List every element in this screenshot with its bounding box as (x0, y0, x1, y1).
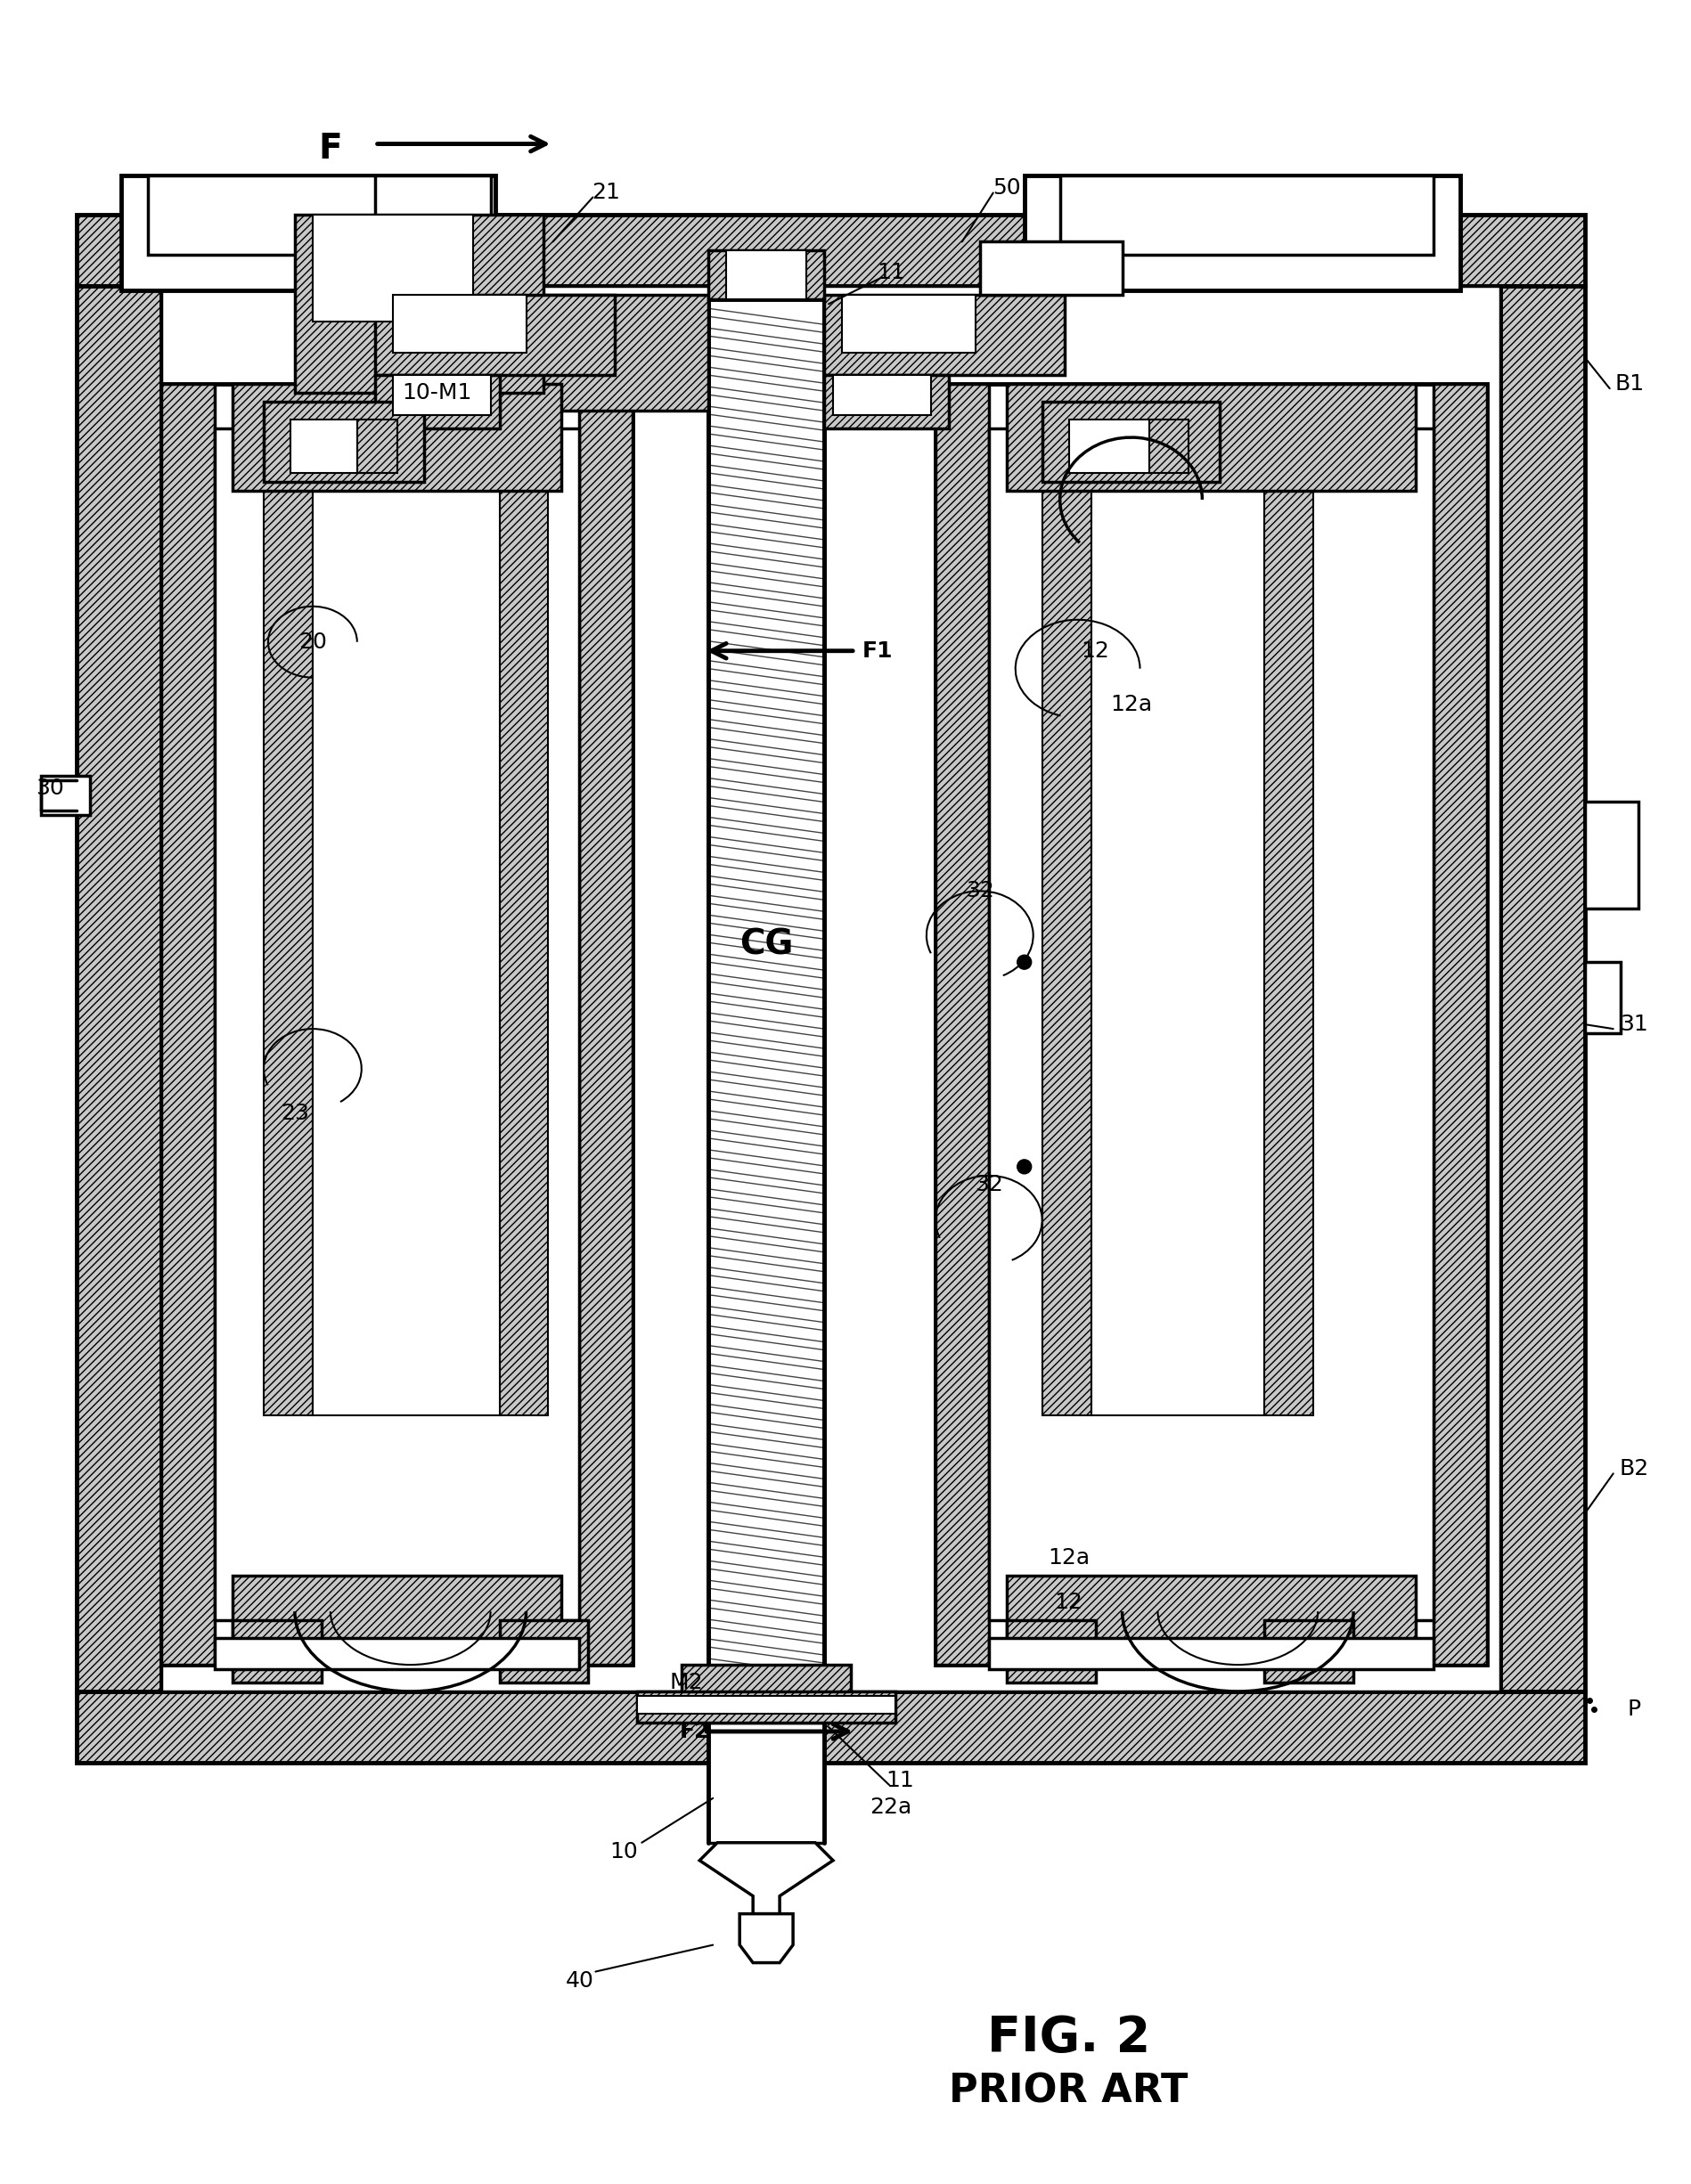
Bar (499, 474, 548, 1415)
Bar (832, 376, 930, 415)
Bar (375, 175, 490, 290)
Text: 10-M1: 10-M1 (402, 382, 472, 404)
Bar (1059, 175, 1432, 256)
Bar (76, 1690, 1584, 1762)
Text: F2: F2 (680, 1721, 710, 1743)
Bar (291, 419, 370, 474)
Bar (842, 295, 976, 354)
Bar (709, 251, 824, 299)
Bar (1042, 402, 1219, 483)
Polygon shape (739, 1913, 793, 1963)
Bar (375, 295, 616, 376)
Bar (1584, 963, 1620, 1033)
Text: 31: 31 (1618, 1013, 1647, 1035)
Text: 23: 23 (281, 1103, 309, 1125)
Text: 40: 40 (565, 1970, 594, 1992)
Bar (1263, 474, 1312, 1415)
Text: 32: 32 (966, 880, 994, 902)
Circle shape (1016, 1160, 1032, 1173)
Bar (215, 1638, 580, 1669)
Bar (935, 384, 988, 1664)
Bar (824, 376, 949, 428)
Bar (232, 1621, 321, 1682)
Bar (824, 295, 1064, 376)
Bar (294, 214, 543, 393)
Bar (313, 214, 472, 321)
Bar (232, 384, 561, 491)
Text: 12: 12 (1053, 1592, 1082, 1614)
Text: B1: B1 (1613, 373, 1644, 395)
Text: 21: 21 (592, 181, 621, 203)
Bar (988, 428, 1432, 1621)
Bar (1500, 286, 1584, 1690)
Bar (375, 376, 499, 428)
Bar (122, 175, 495, 290)
Bar (313, 474, 499, 1415)
Bar (638, 1690, 895, 1723)
Text: CG: CG (739, 928, 793, 961)
Bar (499, 1621, 588, 1682)
Bar (1091, 474, 1263, 1415)
Bar (1006, 1621, 1094, 1682)
Bar (161, 384, 215, 1664)
Bar (1584, 802, 1637, 909)
Bar (979, 242, 1121, 295)
Text: P: P (1627, 1699, 1640, 1721)
Bar (161, 286, 1500, 1690)
Bar (357, 419, 397, 474)
Bar (1069, 419, 1148, 474)
Bar (499, 295, 709, 411)
Text: F: F (318, 131, 342, 166)
Bar (232, 1577, 561, 1664)
Bar (1023, 175, 1459, 290)
Text: 30: 30 (36, 778, 64, 799)
Bar (580, 384, 632, 1664)
Text: B2: B2 (1618, 1459, 1647, 1481)
Text: 11: 11 (876, 262, 905, 284)
Bar (709, 1723, 824, 1843)
Text: 12: 12 (1081, 640, 1109, 662)
Text: 12a: 12a (1047, 1546, 1089, 1568)
Text: F1: F1 (862, 640, 893, 662)
Bar (1148, 419, 1189, 474)
Bar (638, 1697, 895, 1714)
Text: 10: 10 (609, 1841, 638, 1863)
Bar (1042, 474, 1091, 1415)
Bar (725, 251, 807, 299)
Text: 32: 32 (974, 1173, 1003, 1195)
Bar (76, 214, 1584, 286)
Bar (935, 384, 1486, 1664)
Text: PRIOR ART: PRIOR ART (949, 2073, 1187, 2110)
Bar (681, 1664, 851, 1710)
Bar (161, 384, 632, 1664)
Polygon shape (700, 1843, 832, 1913)
Text: 22a: 22a (869, 1797, 911, 1817)
Text: 11: 11 (884, 1769, 913, 1791)
Bar (1432, 384, 1486, 1664)
Bar (1006, 1577, 1415, 1664)
Bar (264, 474, 313, 1415)
Bar (76, 286, 161, 1690)
Bar (1006, 384, 1415, 491)
Bar (392, 376, 490, 415)
Bar (392, 295, 526, 354)
Bar (264, 402, 423, 483)
Bar (41, 775, 90, 815)
Text: FIG. 2: FIG. 2 (986, 2014, 1150, 2062)
Text: 20: 20 (298, 631, 326, 653)
Bar (215, 428, 580, 1621)
Bar (147, 175, 468, 256)
Circle shape (1016, 954, 1032, 970)
Bar (988, 1638, 1432, 1669)
Bar (709, 299, 824, 1682)
Text: M2: M2 (670, 1673, 703, 1693)
Text: 12a: 12a (1109, 695, 1152, 714)
Text: 50: 50 (993, 177, 1020, 199)
Bar (1263, 1621, 1353, 1682)
